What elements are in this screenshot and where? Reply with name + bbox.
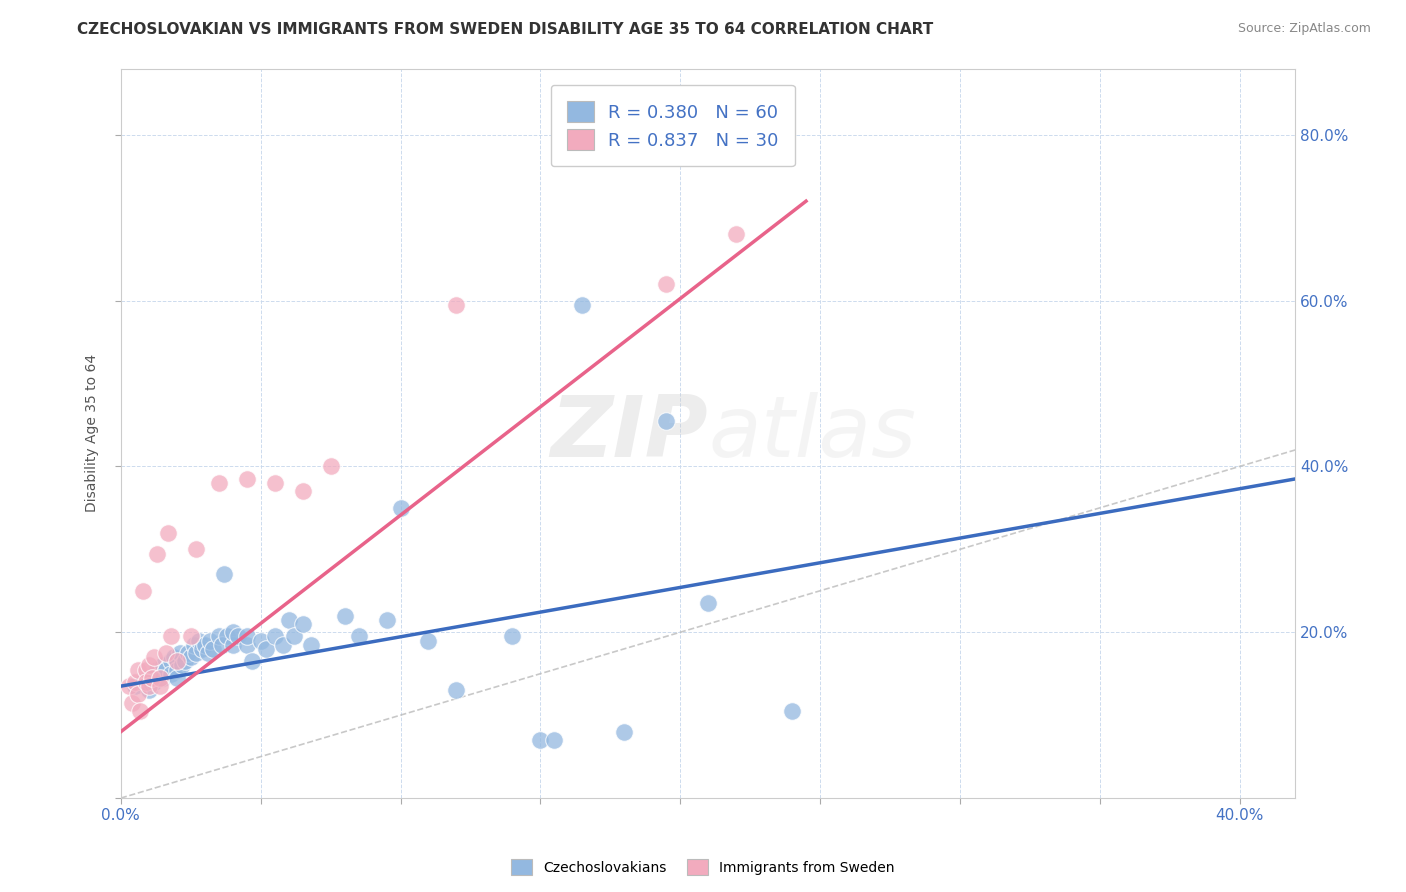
Point	[138, 683, 160, 698]
Point	[446, 298, 468, 312]
Point	[141, 671, 163, 685]
Point	[188, 633, 211, 648]
Point	[169, 646, 191, 660]
Point	[155, 663, 177, 677]
Point	[135, 675, 157, 690]
Point	[375, 613, 398, 627]
Point	[501, 629, 523, 643]
Point	[240, 654, 263, 668]
Point	[138, 671, 160, 685]
Point	[166, 654, 188, 668]
Point	[571, 298, 593, 312]
Point	[226, 629, 249, 643]
Point	[222, 638, 245, 652]
Point	[418, 633, 440, 648]
Point	[183, 638, 205, 652]
Point	[347, 629, 370, 643]
Point	[149, 666, 172, 681]
Text: CZECHOSLOVAKIAN VS IMMIGRANTS FROM SWEDEN DISABILITY AGE 35 TO 64 CORRELATION CH: CZECHOSLOVAKIAN VS IMMIGRANTS FROM SWEDE…	[77, 22, 934, 37]
Point	[163, 650, 186, 665]
Point	[222, 625, 245, 640]
Point	[160, 666, 183, 681]
Point	[157, 525, 180, 540]
Point	[197, 646, 219, 660]
Point	[249, 633, 271, 648]
Point	[202, 641, 225, 656]
Point	[138, 658, 160, 673]
Text: atlas: atlas	[709, 392, 917, 475]
Point	[177, 646, 200, 660]
Point	[333, 608, 356, 623]
Point	[146, 547, 169, 561]
Point	[780, 704, 803, 718]
Legend: Czechoslovakians, Immigrants from Sweden: Czechoslovakians, Immigrants from Sweden	[506, 854, 900, 880]
Point	[263, 629, 285, 643]
Point	[152, 671, 174, 685]
Legend: R = 0.380   N = 60, R = 0.837   N = 30: R = 0.380 N = 60, R = 0.837 N = 30	[551, 85, 796, 166]
Point	[655, 414, 678, 428]
Point	[235, 472, 257, 486]
Point	[138, 679, 160, 693]
Point	[613, 724, 636, 739]
Point	[291, 484, 314, 499]
Y-axis label: Disability Age 35 to 64: Disability Age 35 to 64	[86, 354, 100, 512]
Point	[172, 658, 194, 673]
Point	[160, 654, 183, 668]
Point	[529, 733, 551, 747]
Point	[271, 638, 294, 652]
Point	[174, 654, 197, 668]
Point	[446, 683, 468, 698]
Point	[277, 613, 299, 627]
Point	[149, 679, 172, 693]
Point	[543, 733, 565, 747]
Point	[291, 617, 314, 632]
Point	[283, 629, 305, 643]
Point	[132, 675, 155, 690]
Point	[135, 663, 157, 677]
Point	[263, 476, 285, 491]
Point	[166, 671, 188, 685]
Point	[127, 688, 149, 702]
Point	[143, 675, 166, 690]
Point	[180, 650, 202, 665]
Text: ZIP: ZIP	[551, 392, 709, 475]
Point	[166, 663, 188, 677]
Point	[160, 629, 183, 643]
Text: Source: ZipAtlas.com: Source: ZipAtlas.com	[1237, 22, 1371, 36]
Point	[124, 679, 146, 693]
Point	[124, 675, 146, 690]
Point	[235, 638, 257, 652]
Point	[200, 633, 222, 648]
Point	[725, 227, 748, 242]
Point	[214, 567, 236, 582]
Point	[389, 500, 412, 515]
Point	[208, 629, 231, 643]
Point	[299, 638, 322, 652]
Point	[319, 459, 342, 474]
Point	[186, 646, 208, 660]
Point	[655, 277, 678, 291]
Point	[143, 650, 166, 665]
Point	[152, 658, 174, 673]
Point	[186, 542, 208, 557]
Point	[217, 629, 239, 643]
Point	[129, 704, 152, 718]
Point	[208, 476, 231, 491]
Point	[121, 696, 143, 710]
Point	[132, 583, 155, 598]
Point	[180, 629, 202, 643]
Point	[149, 671, 172, 685]
Point	[211, 638, 233, 652]
Point	[155, 646, 177, 660]
Point	[194, 638, 217, 652]
Point	[697, 596, 720, 610]
Point	[191, 641, 214, 656]
Point	[254, 641, 277, 656]
Point	[127, 663, 149, 677]
Point	[118, 679, 141, 693]
Point	[235, 629, 257, 643]
Point	[146, 663, 169, 677]
